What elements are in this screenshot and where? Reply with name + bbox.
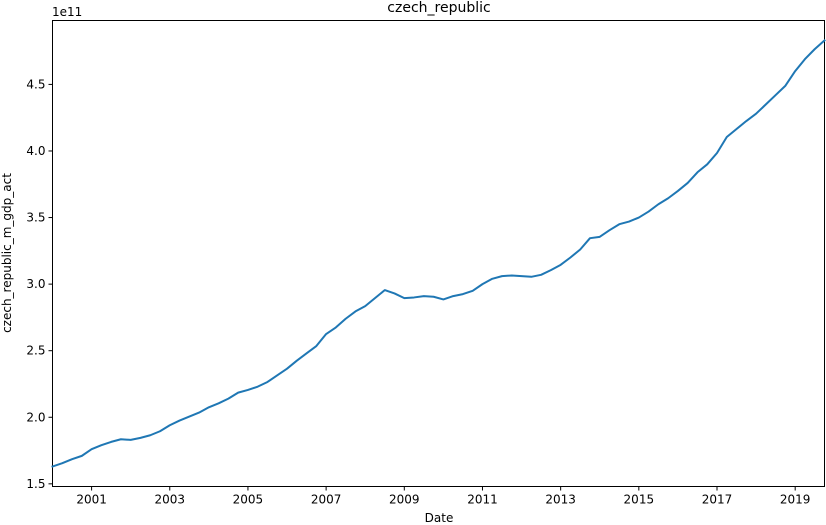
x-axis-label: Date: [425, 511, 454, 525]
y-axis: 1.5 2.0 2.5 3.0 3.5 4.0 4.5: [26, 77, 53, 491]
y-axis-label: czech_republic_m_gdp_act: [0, 173, 14, 333]
y-offset-label: 1e11: [52, 5, 82, 19]
x-tick-label: 2009: [389, 493, 420, 507]
y-tick-label: 2.5: [26, 344, 45, 358]
x-tick-label: 2015: [624, 493, 655, 507]
x-axis: 2001 2003 2005 2007 2009 2011 2013 2015 2017 2019: [76, 486, 811, 507]
y-tick-label: 4.5: [26, 77, 45, 91]
y-tick-label: 4.0: [26, 144, 45, 158]
x-tick-label: 2001: [76, 493, 107, 507]
x-tick-label: 2013: [545, 493, 576, 507]
y-tick-label: 3.0: [26, 277, 45, 291]
x-tick-label: 2011: [467, 493, 498, 507]
y-tick-label: 2.0: [26, 410, 45, 424]
x-tick-label: 2005: [233, 493, 264, 507]
plot-frame: [52, 20, 825, 487]
x-tick-label: 2003: [154, 493, 185, 507]
x-tick-label: 2019: [780, 493, 811, 507]
series-line: [51, 39, 826, 468]
series-layer: [51, 39, 826, 468]
x-tick-label: 2017: [702, 493, 733, 507]
chart-title: czech_republic: [387, 0, 490, 16]
plot-area: 2001 2003 2005 2007 2009 2011 2013 2015 2017 2019…: [26, 20, 826, 507]
y-tick-label: 3.5: [26, 211, 45, 225]
y-tick-label: 1.5: [26, 477, 45, 491]
x-tick-label: 2007: [311, 493, 342, 507]
